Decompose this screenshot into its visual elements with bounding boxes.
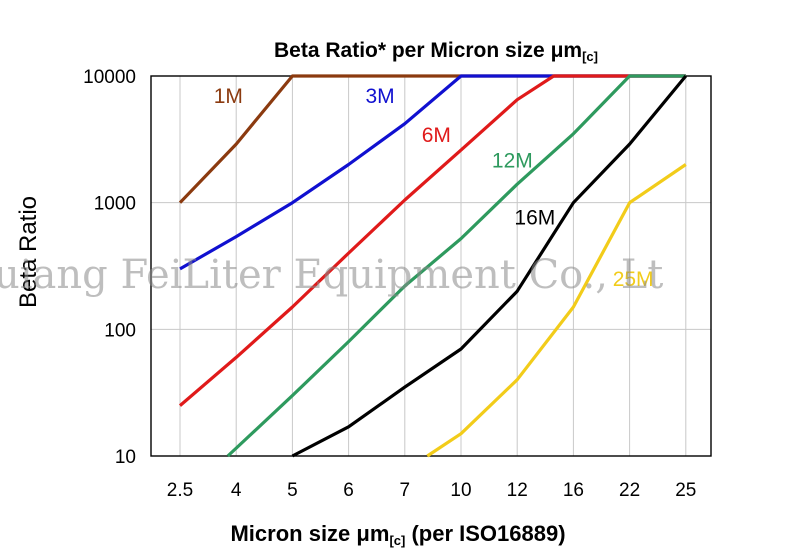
x-tick-label: 22: [619, 480, 640, 501]
x-axis-label-subscript: [c]: [389, 533, 405, 548]
series-label-3m: 3M: [366, 85, 395, 108]
series-label-1m: 1M: [214, 85, 243, 108]
chart-title-subscript: [c]: [582, 49, 598, 64]
x-tick-label: 7: [400, 480, 411, 501]
x-axis-label-suffix: (per ISO16889): [405, 521, 565, 546]
y-tick-label: 10: [115, 447, 136, 468]
x-tick-label: 2.5: [167, 480, 193, 501]
x-tick-label: 5: [287, 480, 298, 501]
series-label-25m: 25M: [613, 268, 654, 291]
x-tick-label: 25: [675, 480, 696, 501]
x-tick-label: 16: [563, 480, 584, 501]
x-axis-ticks: 2.5 4 5 6 7 10 12 16 22 25: [167, 480, 697, 501]
chart-title: Beta Ratio* per Micron size μm[c]: [274, 39, 598, 64]
x-tick-label: 4: [231, 480, 242, 501]
watermark-text: uiang FeiLiter Equipment Co., Lt: [0, 252, 663, 298]
series-line-6m: [178, 74, 686, 407]
y-tick-label: 1000: [94, 194, 136, 215]
series-label-16m: 16M: [514, 207, 555, 230]
x-tick-label: 6: [343, 480, 354, 501]
x-tick-label: 12: [507, 480, 528, 501]
series-labels: 1M 3M 6M 12M 16M 25M: [214, 85, 654, 291]
series-line-25m: [426, 163, 687, 458]
series-lines: [178, 74, 688, 458]
series-line-12m: [226, 74, 686, 458]
y-axis-ticks: 10 100 1000 10000: [83, 67, 136, 468]
y-axis-label: Beta Ratio: [15, 196, 42, 308]
x-axis-label: Micron size μm[c] (per ISO16889): [230, 521, 565, 548]
series-line-3m: [179, 74, 686, 271]
series-line-16m: [291, 74, 688, 458]
y-tick-label: 100: [104, 320, 136, 341]
series-label-6m: 6M: [422, 124, 451, 147]
x-tick-label: 10: [450, 480, 471, 501]
y-tick-label: 10000: [83, 67, 136, 88]
series-label-12m: 12M: [492, 149, 533, 172]
